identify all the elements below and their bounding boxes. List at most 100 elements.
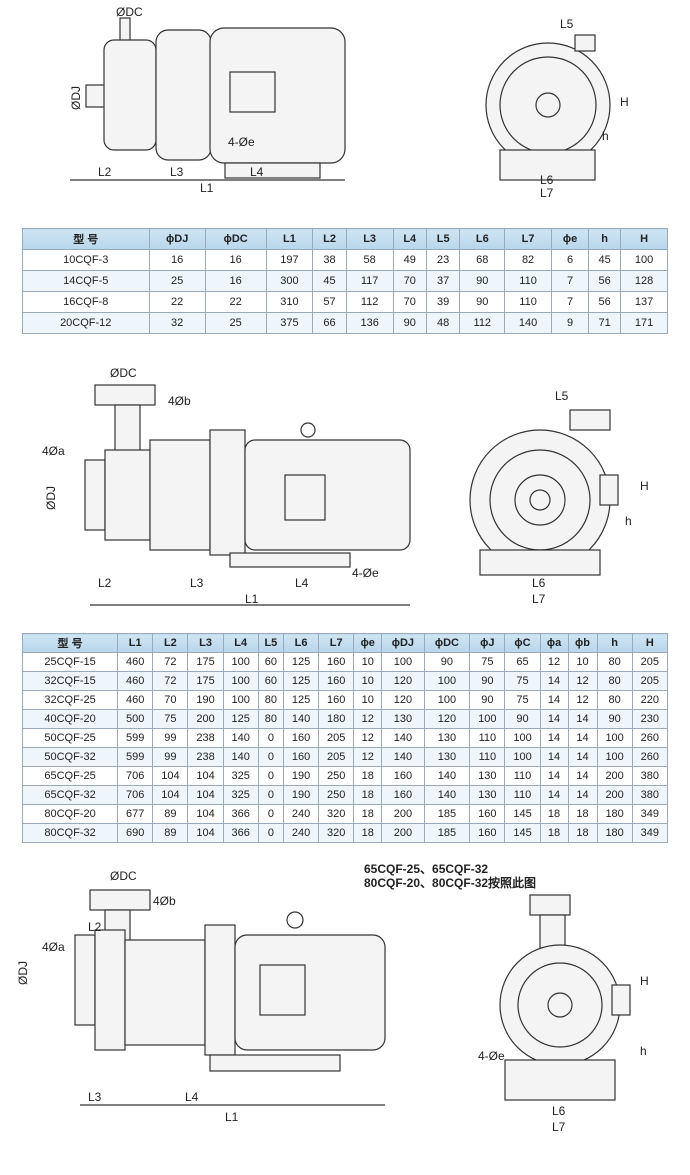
value-cell: 90 [504, 709, 541, 729]
dim-b: 4Øb [153, 894, 176, 908]
value-cell: 140 [381, 747, 425, 767]
model-cell: 65CQF-25 [21, 766, 119, 786]
pump-front-view-1 [70, 17, 346, 181]
value-cell: 120 [381, 690, 425, 710]
column-header: h [596, 633, 633, 653]
value-cell: 14 [539, 671, 569, 691]
column-header: L6 [459, 228, 506, 250]
dim-b: 4Øb [168, 394, 191, 408]
value-cell: 100 [469, 709, 506, 729]
value-cell: 56 [588, 291, 622, 313]
value-cell: 160 [318, 652, 355, 672]
value-cell: 160 [318, 671, 355, 691]
value-cell: 100 [504, 747, 541, 767]
value-cell: 10 [353, 671, 383, 691]
column-header: L1 [265, 228, 314, 250]
value-cell: 39 [425, 291, 461, 313]
value-cell: 14 [567, 728, 598, 748]
column-header: H [620, 228, 668, 250]
table-row: 32CQF-25 460 70 190 100 80 125 160 10 120 100 90 75 1… [21, 690, 669, 710]
value-cell: 128 [620, 270, 668, 292]
value-cell: 171 [620, 312, 668, 334]
value-cell: 325 [222, 766, 259, 786]
value-cell: 0 [257, 747, 284, 767]
value-cell: 104 [187, 766, 224, 786]
dim-l4: L4 [295, 576, 309, 590]
model-cell: 16CQF-8 [22, 291, 150, 313]
value-cell: 100 [423, 690, 471, 710]
value-cell: 197 [265, 249, 314, 271]
value-cell: 185 [423, 823, 471, 843]
pump-side-view-1 [485, 34, 611, 181]
value-cell: 110 [469, 747, 506, 767]
value-cell: 14 [539, 690, 569, 710]
value-cell: 205 [318, 747, 355, 767]
column-header: L2 [312, 228, 347, 250]
value-cell: 14 [539, 728, 569, 748]
column-header: ϕJ [469, 633, 506, 653]
value-cell: 66 [312, 312, 347, 334]
value-cell: 38 [312, 249, 347, 271]
column-header: L3 [187, 633, 224, 653]
model-cell: 65CQF-32 [21, 785, 119, 805]
value-cell: 300 [265, 270, 314, 292]
column-header: L7 [318, 633, 355, 653]
value-cell: 137 [620, 291, 668, 313]
value-cell: 160 [381, 766, 425, 786]
value-cell: 140 [222, 747, 259, 767]
table-row: 65CQF-25 706 104 104 325 0 190 250 18 160 140 130 11… [21, 766, 669, 786]
dim-l7: L7 [532, 592, 546, 606]
value-cell: 238 [187, 728, 224, 748]
value-cell: 57 [312, 291, 347, 313]
value-cell: 70 [152, 690, 189, 710]
column-header: H [631, 633, 669, 653]
value-cell: 80 [257, 709, 284, 729]
value-cell: 72 [152, 671, 189, 691]
dim-h: h [625, 514, 632, 528]
value-cell: 80 [596, 671, 633, 691]
dim-l6: L6 [552, 1104, 566, 1118]
column-header: ϕDC [204, 228, 267, 250]
note-line-2: 80CQF-20、80CQF-32按照此图 [364, 876, 537, 890]
dim-l7: L7 [540, 186, 554, 200]
value-cell: 0 [257, 785, 284, 805]
value-cell: 12 [567, 671, 598, 691]
column-header: L3 [345, 228, 394, 250]
value-cell: 205 [631, 671, 669, 691]
dim-a: 4Øa [42, 940, 65, 954]
column-header: L7 [504, 228, 552, 250]
pump-side-view-2 [469, 409, 619, 576]
value-cell: 140 [423, 785, 471, 805]
value-cell: 130 [469, 785, 506, 805]
dimension-table-1: 型 号 ϕDJ ϕDC L1 L2 L3 L4 L5 L6 L7 ϕe h H 10CQF-3 16 16 19… [22, 228, 668, 334]
value-cell: 130 [423, 747, 471, 767]
column-header: ϕb [567, 633, 598, 653]
dim-H: H [640, 479, 649, 493]
drawing-2: ØDC 4Øb 4Øa ØDJ L2 L3 L4 4-Øe L1 L5 H h … [42, 366, 649, 606]
value-cell: 100 [504, 728, 541, 748]
value-cell: 200 [381, 823, 425, 843]
value-cell: 200 [596, 766, 633, 786]
value-cell: 90 [392, 312, 427, 334]
value-cell: 0 [257, 804, 284, 824]
value-cell: 71 [588, 312, 622, 334]
value-cell: 130 [381, 709, 425, 729]
value-cell: 175 [187, 671, 224, 691]
value-cell: 706 [117, 785, 154, 805]
value-cell: 220 [631, 690, 669, 710]
value-cell: 117 [345, 270, 394, 292]
value-cell: 112 [459, 312, 506, 334]
dim-l3: L3 [88, 1090, 102, 1104]
value-cell: 18 [353, 804, 383, 824]
value-cell: 18 [539, 804, 569, 824]
value-cell: 14 [539, 785, 569, 805]
value-cell: 9 [550, 312, 590, 334]
value-cell: 366 [222, 823, 259, 843]
dim-l5: L5 [560, 17, 574, 31]
value-cell: 14 [567, 747, 598, 767]
model-cell: 25CQF-15 [21, 652, 119, 672]
value-cell: 104 [152, 766, 189, 786]
value-cell: 18 [539, 823, 569, 843]
column-header: L6 [282, 633, 320, 653]
value-cell: 120 [423, 709, 471, 729]
